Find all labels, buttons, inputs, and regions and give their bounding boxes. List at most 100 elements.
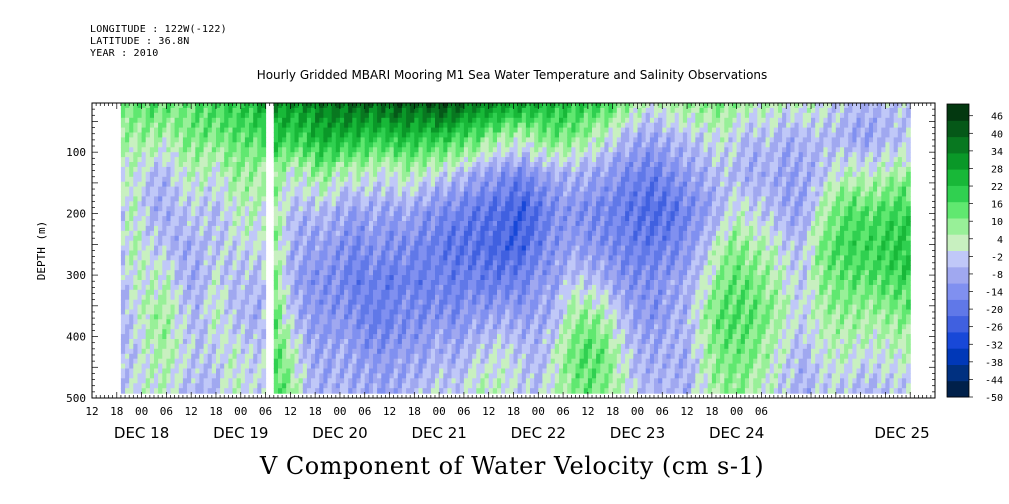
heatmap-cell <box>294 216 300 222</box>
heatmap-cell <box>141 191 147 197</box>
heatmap-cell <box>472 162 477 168</box>
heatmap-cell <box>352 152 357 158</box>
heatmap-cell <box>182 216 188 222</box>
heatmap-cell <box>443 221 448 227</box>
heatmap-cell <box>352 117 357 124</box>
heatmap-cell <box>228 299 234 306</box>
heatmap-cell <box>191 127 196 134</box>
heatmap-cell <box>298 314 304 320</box>
heatmap-cell <box>129 329 134 335</box>
heatmap-cell <box>178 235 184 242</box>
heatmap-cell <box>236 324 242 330</box>
heatmap-cell <box>443 201 448 207</box>
heatmap-cell <box>344 314 349 320</box>
heatmap-cell <box>331 235 337 242</box>
heatmap-cell <box>397 363 403 370</box>
heatmap-cell <box>162 299 167 306</box>
heatmap-cell <box>203 196 209 202</box>
heatmap-cell <box>364 166 370 173</box>
heatmap-cell <box>240 255 246 261</box>
heatmap-cell <box>145 206 151 212</box>
heatmap-cell <box>451 103 457 109</box>
heatmap-cell <box>426 314 432 320</box>
heatmap-cell <box>261 284 267 291</box>
heatmap-cell <box>286 250 291 256</box>
heatmap-cell <box>273 334 279 340</box>
heatmap-cell <box>278 196 283 202</box>
heatmap-cell <box>216 265 221 271</box>
heatmap-cell <box>472 191 477 197</box>
heatmap-cell <box>187 358 192 365</box>
heatmap-cell <box>216 166 221 173</box>
heatmap-cell <box>141 270 147 276</box>
heatmap-cell <box>182 107 188 114</box>
heatmap-cell <box>182 191 188 197</box>
heatmap-cell <box>191 280 196 286</box>
heatmap-cell <box>249 122 254 129</box>
heatmap-cell <box>294 358 300 365</box>
heatmap-cell <box>430 334 436 340</box>
heatmap-cell <box>240 260 246 266</box>
heatmap-cell <box>443 368 448 374</box>
heatmap-cell <box>203 353 209 360</box>
heatmap-cell <box>261 255 267 261</box>
heatmap-cell <box>319 117 324 124</box>
heatmap-cell <box>253 127 258 134</box>
heatmap-cell <box>335 353 341 360</box>
heatmap-cell <box>137 181 143 188</box>
heatmap-cell <box>125 186 130 193</box>
heatmap-cell <box>368 166 374 173</box>
heatmap-cell <box>393 314 399 320</box>
heatmap-cell <box>331 171 337 178</box>
heatmap-cell <box>389 245 395 252</box>
heatmap-cell <box>220 324 225 330</box>
heatmap-cell <box>195 304 200 311</box>
heatmap-cell <box>154 265 159 271</box>
heatmap-cell <box>360 299 366 306</box>
heatmap-cell <box>240 230 246 237</box>
heatmap-cell <box>253 388 258 394</box>
heatmap-cell <box>315 127 320 134</box>
heatmap-cell <box>352 353 357 360</box>
heatmap-cell <box>439 368 444 374</box>
heatmap-cell <box>435 299 440 306</box>
heatmap-cell <box>154 211 159 217</box>
heatmap-cell <box>257 378 262 384</box>
heatmap-cell <box>401 289 407 296</box>
heatmap-cell <box>463 363 469 370</box>
heatmap-cell <box>331 225 337 232</box>
heatmap-cell <box>368 334 374 340</box>
heatmap-cell <box>211 265 217 271</box>
heatmap-cell <box>273 353 279 360</box>
heatmap-cell <box>133 191 138 197</box>
heatmap-cell <box>389 348 395 355</box>
heatmap-cell <box>182 201 188 207</box>
heatmap-cell <box>344 373 349 379</box>
heatmap-cell <box>149 103 155 109</box>
heatmap-cell <box>137 235 143 242</box>
heatmap-cell <box>455 260 461 266</box>
heatmap-cell <box>315 186 320 193</box>
heatmap-cell <box>302 363 308 370</box>
heatmap-cell <box>311 176 316 183</box>
heatmap-cell <box>187 196 192 202</box>
heatmap-cell <box>323 142 329 148</box>
heatmap-cell <box>224 334 229 340</box>
heatmap-cell <box>426 166 432 173</box>
heatmap-cell <box>476 201 481 207</box>
heatmap-cell <box>174 294 180 301</box>
heatmap-cell <box>216 191 221 197</box>
heatmap-cell <box>133 294 138 301</box>
heatmap-cell <box>410 230 415 237</box>
heatmap-cell <box>397 358 403 365</box>
heatmap-cell <box>211 216 217 222</box>
heatmap-cell <box>195 221 200 227</box>
heatmap-cell <box>315 171 320 178</box>
heatmap-cell <box>435 388 440 394</box>
heatmap-cell <box>261 294 267 301</box>
heatmap-cell <box>439 117 444 124</box>
heatmap-cell <box>323 112 329 119</box>
heatmap-cell <box>430 260 436 266</box>
heatmap-cell <box>401 284 407 291</box>
heatmap-cell <box>298 152 304 158</box>
